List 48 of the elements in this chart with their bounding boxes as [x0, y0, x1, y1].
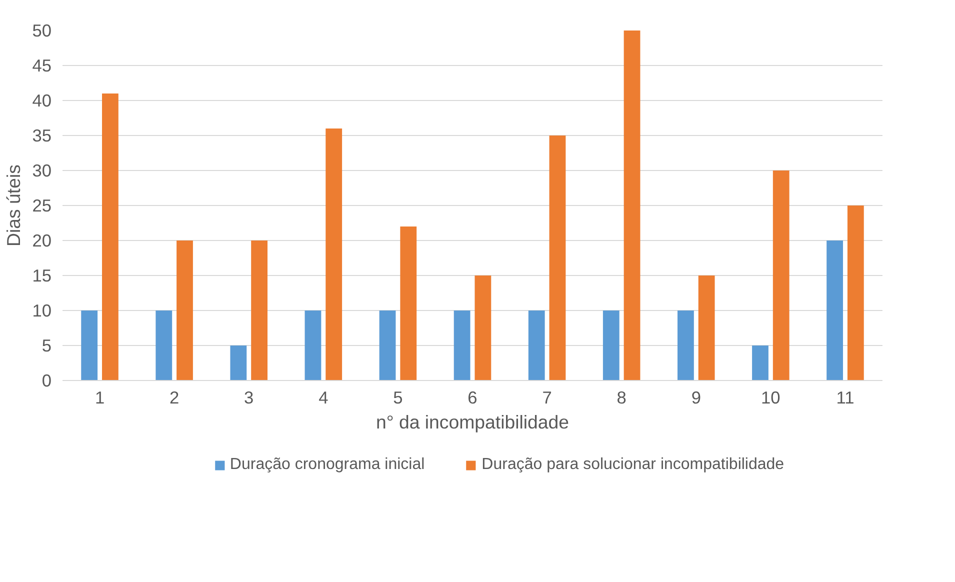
x-tick-label: 11 [836, 388, 854, 408]
x-tick-label: 3 [244, 388, 254, 408]
bar [400, 226, 417, 380]
y-tick-label: 25 [32, 196, 52, 216]
legend-label: Duração para solucionar incompatibilidade [482, 456, 784, 474]
bar [251, 240, 268, 380]
y-tick-label: 10 [32, 300, 52, 320]
bar [379, 310, 396, 380]
bar [624, 30, 640, 380]
bar [230, 346, 247, 380]
y-tick-label: 0 [42, 370, 52, 390]
bar [156, 310, 172, 380]
y-tick-label: 5 [42, 336, 52, 356]
bar [474, 276, 492, 380]
x-tick-label: 1 [94, 388, 105, 408]
legend-label: Duração cronograma inicial [230, 456, 425, 474]
bar [772, 170, 790, 380]
x-tick-label: 7 [542, 388, 552, 408]
x-tick-label: 6 [468, 388, 478, 408]
y-tick-label: 20 [32, 230, 52, 250]
x-tick-label: 10 [761, 388, 780, 408]
x-tick-label: 2 [170, 388, 180, 408]
x-tick-label: 5 [393, 388, 403, 408]
bar [81, 310, 98, 380]
bar [176, 240, 193, 380]
x-tick-label: 4 [318, 388, 329, 408]
bar [304, 310, 322, 380]
y-tick-label: 35 [32, 126, 52, 146]
y-tick-label: 45 [32, 56, 52, 76]
y-tick-label: 50 [32, 20, 52, 40]
x-axis-title: n° da incompatibilidade [376, 412, 570, 432]
y-axis-title: Dias úteis [3, 164, 24, 246]
x-tick-label: 9 [691, 388, 701, 408]
bar [602, 310, 620, 380]
bar [847, 206, 864, 380]
bar [326, 128, 342, 380]
y-tick-label: 30 [32, 160, 52, 180]
bar [549, 136, 566, 380]
bar [678, 310, 694, 380]
bar [826, 240, 843, 380]
x-tick-label: 8 [616, 388, 626, 408]
bar [528, 310, 545, 380]
bar [102, 94, 118, 380]
y-tick-label: 40 [32, 90, 52, 110]
bar [752, 346, 768, 380]
y-tick-label: 15 [32, 266, 52, 286]
bar [698, 276, 715, 380]
bar [454, 310, 470, 380]
